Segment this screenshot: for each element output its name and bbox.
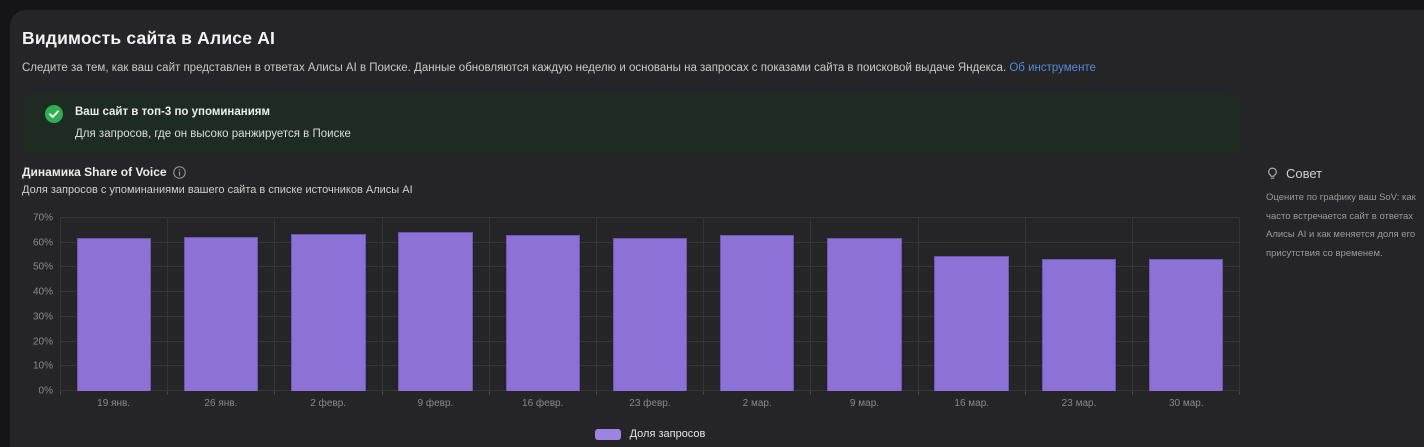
bar-16февр[interactable] — [505, 235, 580, 391]
x-tick-label: 23 мар. — [1061, 398, 1097, 409]
status-banner: Ваш сайт в топ-3 по упоминаниям Для запр… — [22, 93, 1240, 154]
y-tick-label: 20% — [32, 336, 53, 348]
legend-swatch — [594, 428, 621, 440]
status-banner-subtitle: Для запросов, где он высоко ранжируется … — [75, 128, 351, 140]
plot-area — [60, 217, 1241, 391]
bar-slot — [810, 218, 917, 391]
y-tick-label: 10% — [32, 360, 53, 372]
x-tick — [1131, 391, 1241, 395]
x-tick — [167, 391, 274, 395]
info-icon[interactable] — [172, 165, 186, 179]
x-axis-labels: 19 янв. 26 янв. 2 февр. 9 февр. 16 февр. 23 ф… — [60, 398, 1240, 409]
x-tick — [703, 391, 810, 395]
x-tick-label: 30 мар. — [1168, 398, 1204, 409]
bar-23мар[interactable] — [1041, 258, 1116, 391]
tip-panel: Совет Оцените по графику ваш SoV: как ча… — [1266, 165, 1424, 440]
bar-slot — [595, 218, 703, 391]
x-tick — [60, 391, 167, 395]
bar-23февр[interactable] — [612, 237, 688, 391]
y-axis-labels: 0% 10% 20% 30% 40% 50% 60% 70% — [22, 213, 60, 397]
bar-9мар[interactable] — [827, 237, 902, 391]
chart-title: Динамика Share of Voice — [22, 165, 167, 179]
chart-section: Динамика Share of Voice Доля запросов с … — [22, 165, 1241, 440]
plot-row: 0% 10% 20% 30% 40% 50% 60% 70% — [22, 213, 1241, 397]
bar-2февр[interactable] — [291, 234, 366, 391]
tip-title: Совет — [1286, 166, 1323, 181]
legend-label: Доля запросов — [629, 428, 706, 440]
x-tick-label: 23 февр. — [629, 398, 671, 409]
status-banner-text: Ваш сайт в топ-3 по упоминаниям Для запр… — [75, 106, 351, 140]
lightbulb-icon — [1268, 167, 1277, 179]
bar-slot — [703, 218, 810, 391]
bar-slot — [488, 218, 596, 391]
bar-19янв[interactable] — [76, 237, 152, 391]
bar-slot — [1024, 218, 1132, 391]
bar-slot — [1131, 218, 1241, 391]
bar-slot — [917, 218, 1025, 391]
x-tick — [488, 391, 596, 395]
x-tick-label: 2 мар. — [742, 398, 772, 409]
x-tick-label: 16 мар. — [954, 398, 990, 409]
tip-text: Оцените по графику ваш SoV: как часто вс… — [1266, 192, 1416, 259]
page-title: Видимость сайта в Алисе AI — [22, 28, 276, 48]
bar-9февр[interactable] — [398, 231, 473, 391]
about-tool-link[interactable]: Об инструменте — [1009, 62, 1096, 74]
x-tick-label: 26 янв. — [204, 398, 238, 409]
gridline — [60, 217, 1240, 218]
x-tick — [1024, 391, 1132, 395]
y-tick-label: 40% — [32, 286, 53, 298]
chart-legend: Доля запросов — [60, 428, 1240, 440]
x-tick — [381, 391, 489, 395]
bar-26янв[interactable] — [184, 236, 259, 391]
check-circle-icon — [45, 105, 63, 123]
y-tick-label: 70% — [32, 212, 53, 224]
bar-slot — [274, 218, 381, 391]
y-tick-label: 60% — [32, 237, 53, 249]
page-subtitle-text: Следите за тем, как ваш сайт представлен… — [22, 62, 1007, 74]
chart-subtitle: Доля запросов с упоминаниями вашего сайт… — [22, 184, 413, 196]
x-tick-label: 19 янв. — [97, 398, 131, 409]
bar-30мар[interactable] — [1148, 258, 1224, 391]
visibility-card: Видимость сайта в Алисе AI Следите за те… — [10, 10, 1424, 447]
x-tick — [274, 391, 381, 395]
x-tick — [595, 391, 703, 395]
y-tick-label: 50% — [32, 261, 53, 273]
chart-title-row: Динамика Share of Voice — [22, 165, 1240, 179]
bar-slot — [381, 218, 489, 391]
x-axis-ticks — [60, 391, 1241, 395]
x-tick-label: 9 февр. — [417, 398, 454, 409]
page-subtitle: Следите за тем, как ваш сайт представлен… — [22, 62, 1424, 74]
bar-16мар[interactable] — [934, 256, 1009, 391]
x-tick — [810, 391, 917, 395]
content-row: Динамика Share of Voice Доля запросов с … — [22, 165, 1424, 440]
sov-bar-chart: 0% 10% 20% 30% 40% 50% 60% 70% 19 янв. 26 янв. 2 … — [22, 213, 1241, 440]
x-tick-label: 16 февр. — [522, 398, 564, 409]
bar-slot — [60, 218, 167, 391]
x-tick — [917, 391, 1025, 395]
tip-header: Совет — [1266, 166, 1424, 181]
y-tick-label: 30% — [32, 311, 53, 323]
status-banner-title: Ваш сайт в топ-3 по упоминаниям — [75, 106, 270, 118]
y-tick-label: 0% — [38, 385, 53, 397]
bar-slot — [167, 218, 274, 391]
x-tick-label: 9 мар. — [849, 398, 880, 409]
bar-2мар[interactable] — [720, 235, 795, 391]
bar-slots — [60, 218, 1241, 391]
x-tick-label: 2 февр. — [310, 398, 347, 409]
